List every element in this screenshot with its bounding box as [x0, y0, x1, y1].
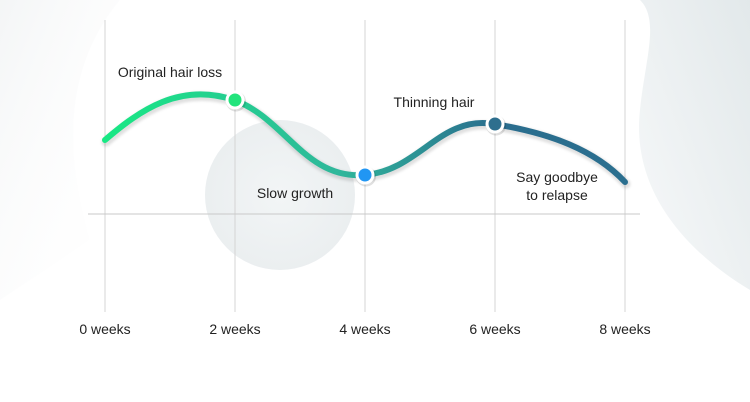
data-marker: [488, 117, 502, 131]
x-tick-label: 4 weeks: [339, 321, 390, 337]
point-label: Thinning hair: [394, 94, 475, 110]
point-label: Slow growth: [257, 185, 333, 201]
point-label: Say goodbye to relapse: [516, 169, 598, 203]
data-markers: [225, 90, 506, 187]
data-marker: [358, 168, 372, 182]
x-tick-label: 6 weeks: [469, 321, 520, 337]
x-tick-label: 0 weeks: [79, 321, 130, 337]
x-tick-label: 8 weeks: [599, 321, 650, 337]
x-tick-labels: 0 weeks 2 weeks 4 weeks 6 weeks 8 weeks: [79, 321, 650, 337]
point-labels: Original hair loss Slow growth Thinning ha…: [118, 64, 598, 203]
x-tick-label: 2 weeks: [209, 321, 260, 337]
data-marker: [228, 93, 242, 107]
point-label: Original hair loss: [118, 64, 222, 80]
